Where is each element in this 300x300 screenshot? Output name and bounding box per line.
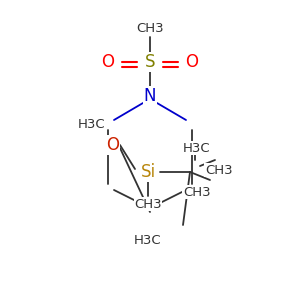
Text: Si: Si xyxy=(140,163,156,181)
Text: O: O xyxy=(185,53,199,71)
Text: O: O xyxy=(106,136,119,154)
Text: H3C: H3C xyxy=(183,142,211,154)
Text: CH3: CH3 xyxy=(183,185,211,199)
Text: CH3: CH3 xyxy=(134,197,162,211)
Text: N: N xyxy=(144,87,156,105)
Text: H3C: H3C xyxy=(77,118,105,131)
Text: O: O xyxy=(101,53,115,71)
Text: CH3: CH3 xyxy=(136,22,164,34)
Text: S: S xyxy=(145,53,155,71)
Text: H3C: H3C xyxy=(134,233,162,247)
Text: CH3: CH3 xyxy=(205,164,232,176)
